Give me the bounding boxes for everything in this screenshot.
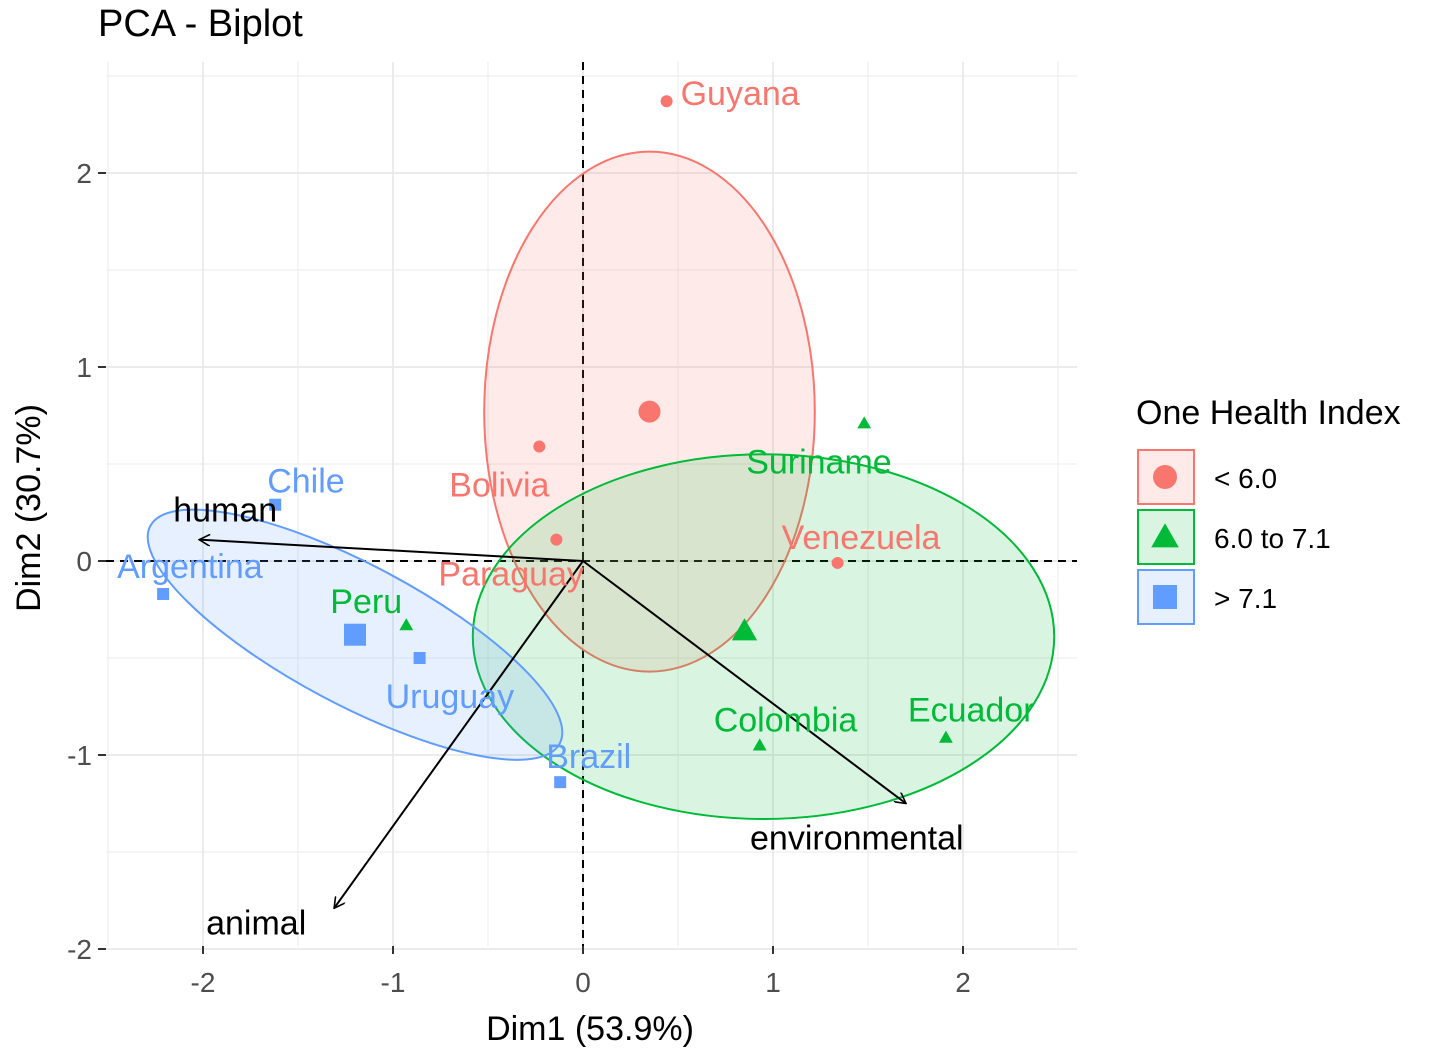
point-bolivia — [533, 440, 546, 453]
point-argentina — [157, 587, 170, 600]
x-axis-label: Dim1 (53.9%) — [486, 1010, 694, 1048]
point-peru — [399, 618, 414, 631]
point-suriname — [857, 416, 872, 429]
y-tick-label: 2 — [76, 158, 92, 189]
legend-title: One Health Index — [1136, 394, 1401, 432]
y-tick-label: 1 — [76, 352, 92, 383]
point-label-argentina: Argentina — [117, 548, 263, 586]
point-guyana — [660, 95, 673, 108]
point-venezuela — [831, 556, 844, 569]
legend-key-6-0 — [1137, 449, 1195, 505]
centroid-6-0-to-7-1 — [731, 618, 758, 641]
point-chile — [269, 498, 282, 511]
point-label-chile: Chile — [267, 463, 344, 501]
point-label-venezuela: Venezuela — [782, 519, 941, 557]
legend-key-symbol — [1151, 523, 1179, 548]
legend-label-6-0: < 6.0 — [1214, 463, 1277, 494]
point-label-ecuador: Ecuador — [908, 692, 1035, 730]
legend: One Health Index < 6.0 6.0 to 7.1 > 7.1 — [1136, 394, 1401, 625]
point-paraguay — [550, 533, 563, 546]
y-tick-label: -2 — [67, 934, 92, 965]
arrow-animal — [334, 560, 584, 908]
axes: -2 -1 0 1 2 -2 -1 0 1 2 — [67, 158, 971, 998]
variable-label-environmental: environmental — [750, 820, 964, 858]
point-label-suriname: Suriname — [746, 443, 892, 481]
x-tick-label: -1 — [381, 967, 406, 998]
point-label-uruguay: Uruguay — [386, 678, 515, 716]
point-brazil — [554, 776, 567, 789]
point-colombia — [752, 738, 767, 751]
x-tick-label: 1 — [765, 967, 781, 998]
x-tick-label: 0 — [575, 967, 591, 998]
point-label-bolivia: Bolivia — [449, 467, 549, 505]
point-ecuador — [939, 730, 953, 743]
legend-label-7-1: > 7.1 — [1214, 583, 1277, 614]
legend-key-symbol — [1153, 465, 1177, 489]
reference-lines — [106, 62, 1077, 946]
x-tick-label: 2 — [955, 967, 971, 998]
point-label-guyana: Guyana — [681, 75, 800, 113]
data-labels: human animal environmental Guyana Bolivia Par… — [117, 75, 1034, 942]
variable-arrows — [199, 540, 906, 909]
point-uruguay — [413, 652, 426, 664]
group-ellipses — [146, 150, 1056, 821]
chart-title: PCA - Biplot — [98, 3, 303, 45]
x-tick-label: -2 — [191, 967, 216, 998]
legend-key-7-1 — [1137, 569, 1195, 625]
ellipse-group-6-0-to-7-1 — [471, 453, 1056, 821]
variable-label-animal: animal — [206, 904, 306, 942]
legend-key-6-0-to-7-1 — [1137, 509, 1195, 565]
variable-label-human: human — [173, 492, 277, 530]
centroid-7-1 — [344, 623, 366, 646]
point-label-colombia: Colombia — [714, 701, 858, 739]
point-label-peru: Peru — [330, 583, 402, 621]
legend-key-symbol — [1153, 585, 1177, 609]
y-axis-label: Dim2 (30.7%) — [10, 404, 48, 612]
arrow-human — [199, 540, 584, 562]
centroid-6-0 — [638, 400, 661, 423]
data-points — [157, 95, 953, 789]
y-tick-label: -1 — [67, 740, 92, 771]
legend-label-6-0-to-7-1: 6.0 to 7.1 — [1214, 523, 1331, 554]
y-tick-label: 0 — [76, 546, 92, 577]
arrow-environmental — [582, 560, 906, 804]
point-label-paraguay: Paraguay — [438, 556, 584, 594]
point-label-brazil: Brazil — [546, 738, 631, 776]
